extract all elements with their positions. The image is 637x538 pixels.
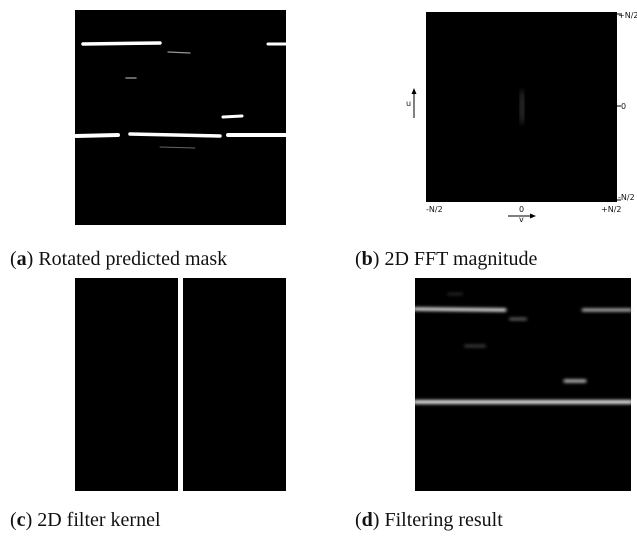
tick-label: 0 bbox=[519, 205, 524, 214]
caption: (d) Filtering result bbox=[355, 509, 503, 531]
caption: (b) 2D FFT magnitude bbox=[355, 248, 538, 270]
caption: (a) Rotated predicted mask bbox=[10, 248, 227, 270]
caption-part: ) 2D FFT magnitude bbox=[373, 248, 538, 270]
caption: (c) 2D filter kernel bbox=[10, 509, 161, 531]
mask-image bbox=[75, 10, 286, 225]
caption-part: ) Rotated predicted mask bbox=[27, 248, 228, 270]
caption-part: c bbox=[17, 509, 26, 531]
caption-part: d bbox=[362, 509, 373, 531]
caption-part: a bbox=[17, 248, 27, 270]
caption-part: ) Filtering result bbox=[373, 509, 503, 531]
caption-part: b bbox=[362, 248, 373, 270]
tick-label: 0 bbox=[621, 102, 626, 111]
filtered-image bbox=[415, 278, 631, 491]
fft-image bbox=[426, 12, 621, 202]
caption-part: ) 2D filter kernel bbox=[26, 509, 161, 531]
figure: (a) Rotated predicted mask +N/2 0 -N/2 -… bbox=[0, 0, 637, 538]
tick-label: +N/2 bbox=[601, 205, 621, 214]
tick-label: -N/2 bbox=[618, 193, 635, 202]
tick-label: -N/2 bbox=[426, 205, 443, 214]
axis-label: u bbox=[406, 99, 411, 108]
kernel-image bbox=[75, 278, 286, 491]
tick-label: +N/2 bbox=[618, 11, 637, 20]
